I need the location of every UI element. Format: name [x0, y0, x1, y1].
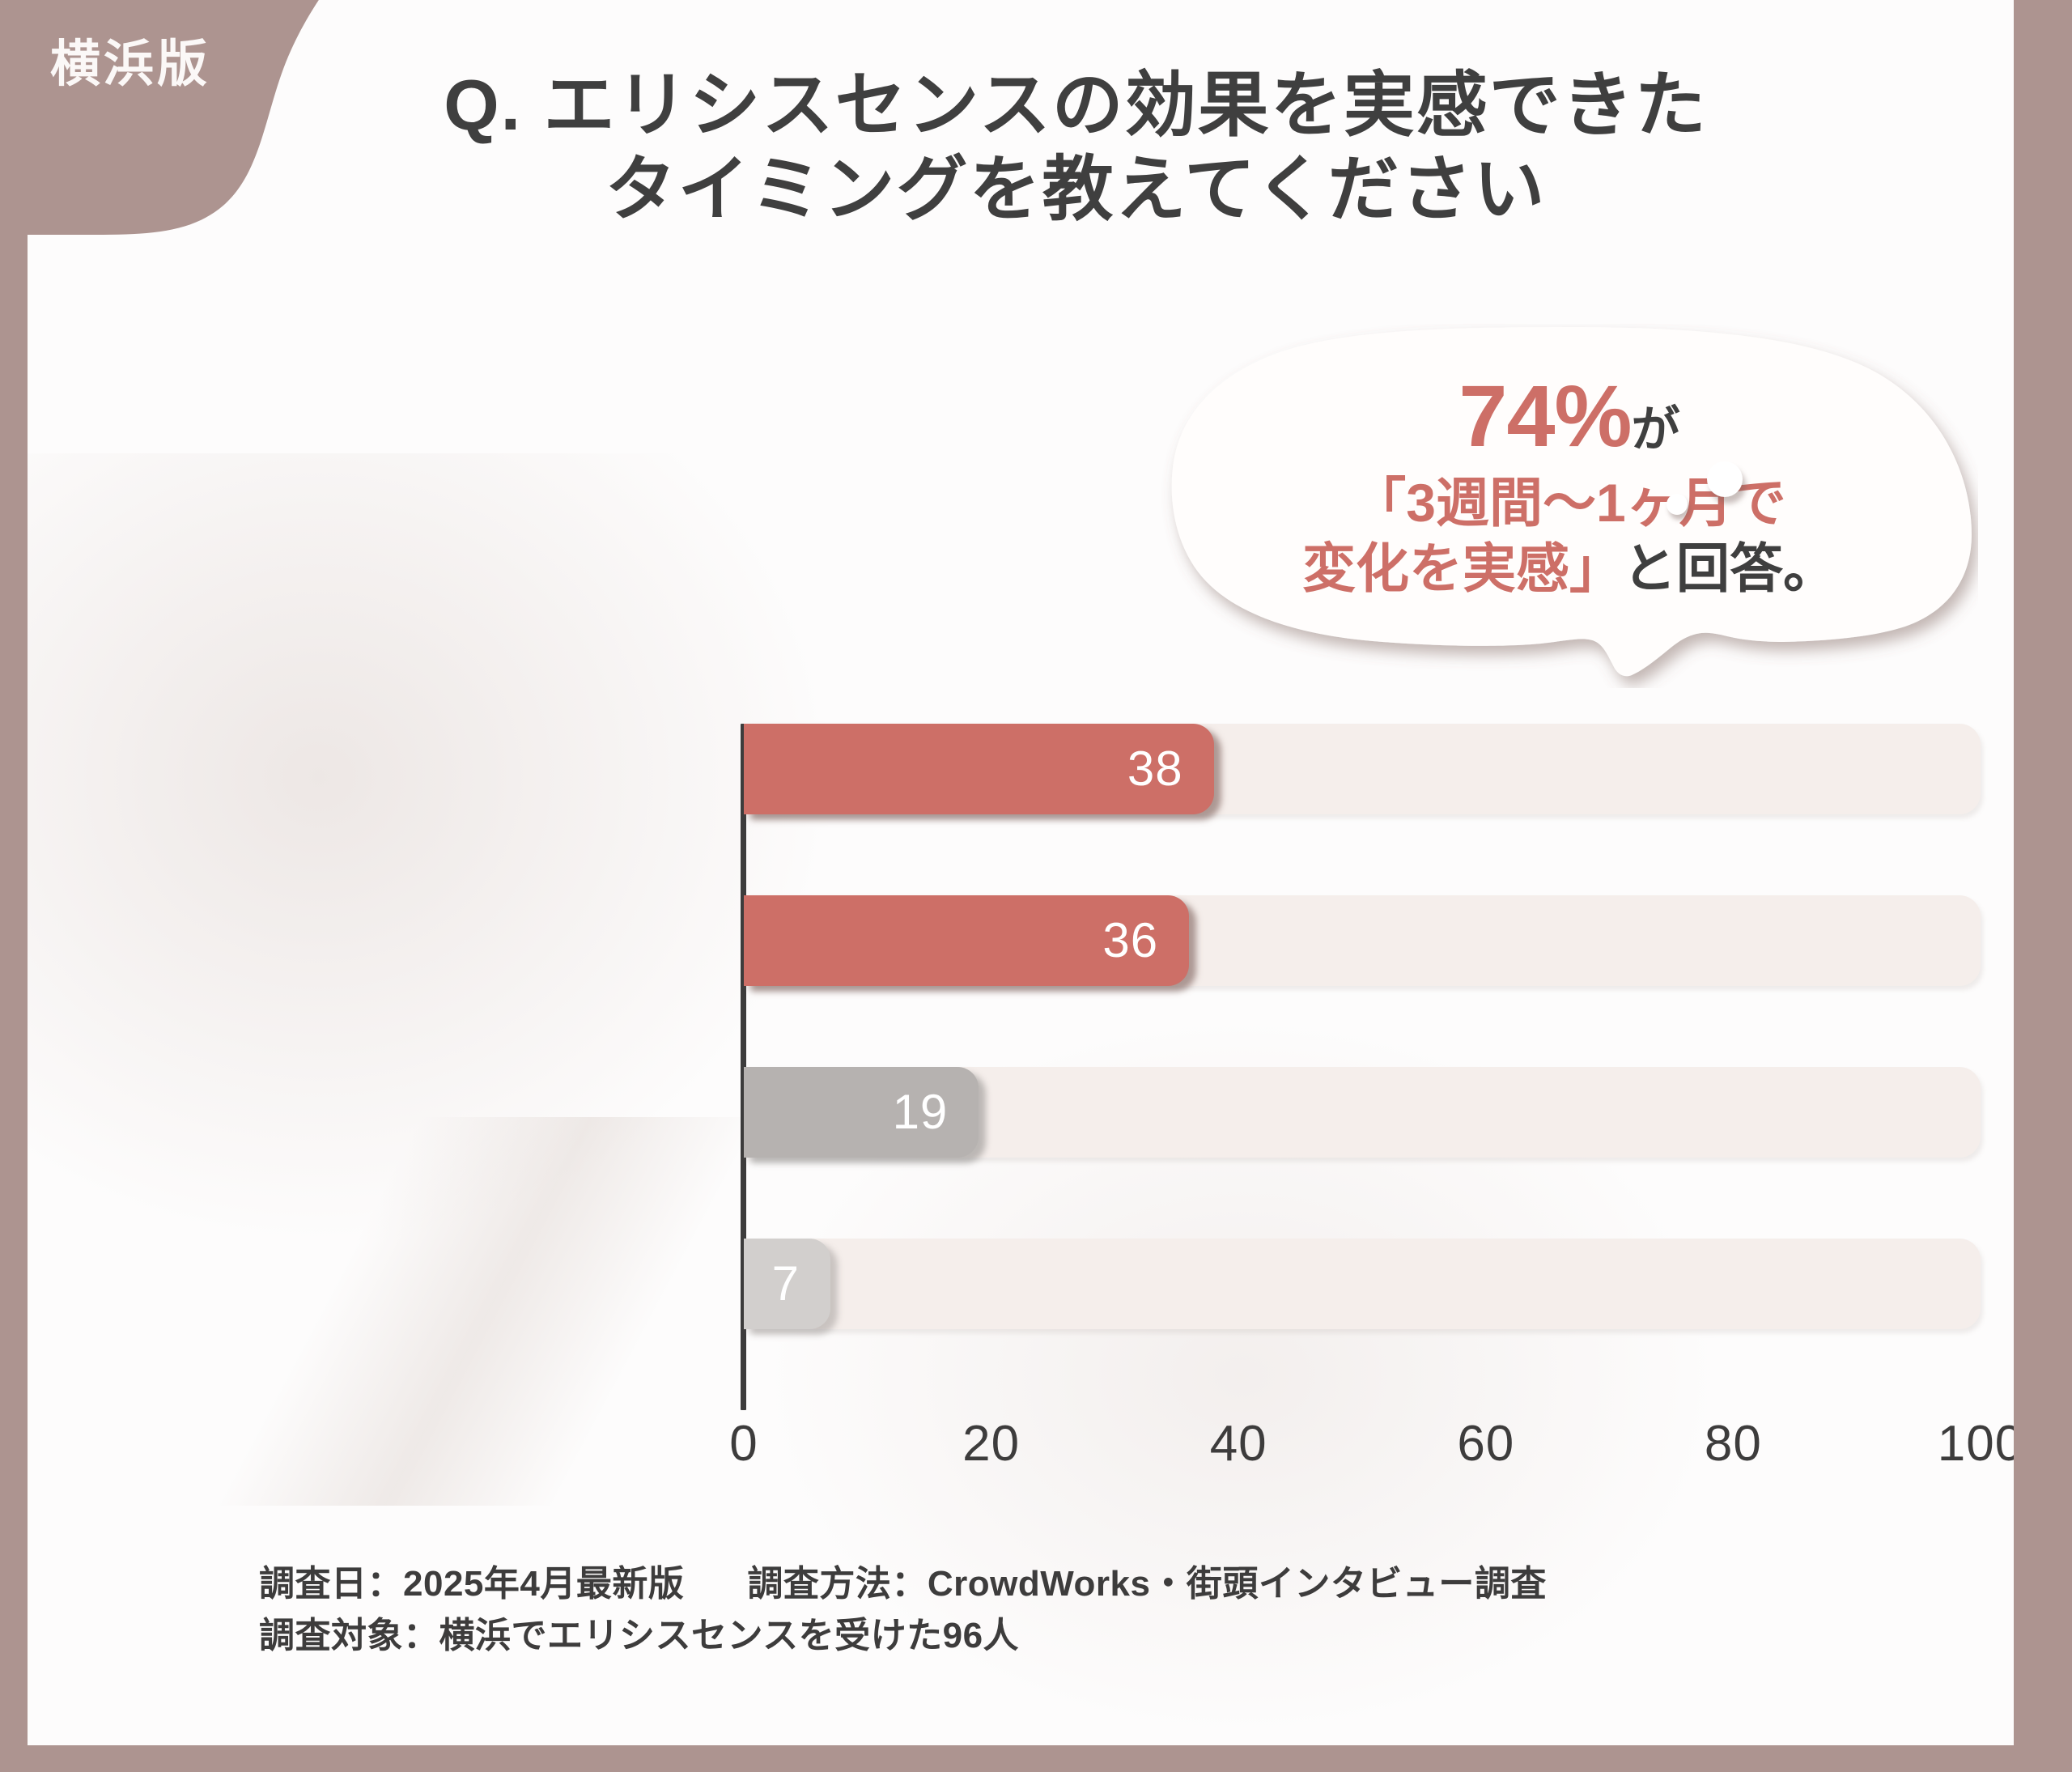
bar-value-label: 36	[1102, 913, 1159, 967]
page-title: Q. エリシスセンスの効果を実感できた タイミングを教えてください	[173, 63, 1978, 232]
bar: 38	[744, 724, 1214, 814]
stat-callout-bubble: 74%が 「3週間〜1ヶ月で 変化を実感」と回答。	[1161, 324, 1978, 688]
survey-target: 調査対象：横浜でエリシスセンスを受けた96人	[259, 1615, 1020, 1655]
survey-date: 調査日：2025年4月最新版	[259, 1564, 685, 1604]
corner-blob-shape	[28, 0, 319, 235]
x-axis-tick-label: 0	[729, 1416, 758, 1472]
bubble-shape	[1171, 327, 1972, 677]
x-axis-tick-label: 80	[1704, 1416, 1762, 1472]
footer-line-1: 調査日：2025年4月最新版 調査方法：CrowdWorks・街頭インタビュー調査	[259, 1558, 1959, 1610]
title-line-2: タイミングを教えてください	[605, 148, 1547, 229]
region-badge-label: 横浜版	[50, 36, 211, 92]
bubble-tail-dot-small	[1667, 494, 1688, 515]
callout-line-3: 変化を実感」と回答。	[1302, 536, 1836, 601]
x-axis-tick-label: 20	[962, 1416, 1021, 1472]
bar: 36	[744, 895, 1190, 986]
stat-percentage: 74%	[1458, 366, 1632, 465]
bar-value-label: 38	[1127, 742, 1183, 796]
callout-line-3-highlight: 変化を実感」	[1302, 538, 1623, 598]
bubble-tail-dot-large	[1707, 461, 1743, 497]
stat-line: 74%が	[1458, 363, 1679, 470]
footer-notes: 調査日：2025年4月最新版 調査方法：CrowdWorks・街頭インタビュー調査…	[259, 1558, 1959, 1662]
bar-chart: 2〜3週間後に引き締まりやハリを感じた381ヶ月後にフェイスラインの変化を実感3…	[28, 712, 2014, 1522]
bar-value-label: 7	[771, 1256, 800, 1311]
title-line-1: Q. エリシスセンスの効果を実感できた	[444, 65, 1708, 145]
x-axis-tick-label: 100	[1937, 1416, 2014, 1472]
survey-method: 調査方法：CrowdWorks・街頭インタビュー調査	[747, 1564, 1547, 1604]
callout-line-3-tail: と回答。	[1623, 538, 1836, 598]
bar: 19	[744, 1067, 979, 1158]
stat-particle: が	[1631, 402, 1680, 457]
bar: 7	[744, 1239, 830, 1329]
x-axis-tick-label: 40	[1209, 1416, 1267, 1472]
y-axis-line	[741, 724, 746, 1410]
bar-value-label: 19	[892, 1085, 949, 1139]
bar-track	[744, 1239, 1981, 1329]
footer-line-2: 調査対象：横浜でエリシスセンスを受けた96人	[259, 1610, 1959, 1662]
x-axis-tick-label: 60	[1457, 1416, 1515, 1472]
bubble-text-block: 74%が 「3週間〜1ヶ月で 変化を実感」と回答。	[1161, 324, 1978, 640]
infographic-canvas: 横浜版 Q. エリシスセンスの効果を実感できた タイミングを教えてください 74…	[28, 0, 2014, 1745]
x-axis-ticks: 0 20 40 60 80 100	[28, 1415, 2014, 1496]
